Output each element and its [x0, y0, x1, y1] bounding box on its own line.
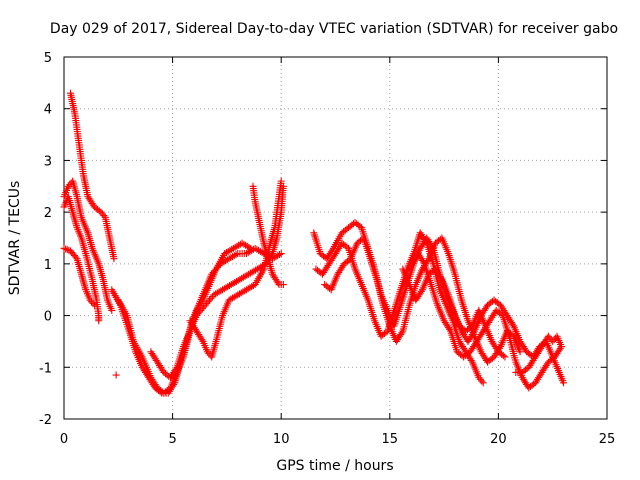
axis-ticks: 0 5 10 15 20 25 -2 -1 0 1 2 3 4 5: [39, 51, 615, 447]
data-point: [112, 371, 120, 379]
data-point: [198, 305, 206, 313]
data-point: [245, 243, 253, 251]
data-point: [476, 375, 484, 383]
data-point: [192, 312, 200, 320]
data-point: [495, 344, 503, 352]
data-point: [247, 244, 255, 252]
data-point: [501, 353, 509, 361]
data-point: [203, 300, 211, 308]
data-point: [469, 329, 477, 337]
series-arc2: [60, 177, 116, 314]
y-tick-label: 3: [44, 154, 52, 169]
data-point: [398, 329, 406, 337]
data-point: [195, 308, 203, 316]
data-point: [206, 296, 214, 304]
data-point: [549, 337, 557, 345]
data-point: [557, 343, 565, 351]
data-point: [499, 352, 507, 360]
data-point: [89, 300, 97, 308]
data-point: [479, 379, 487, 387]
y-tick-label: -1: [39, 361, 52, 376]
data-point: [419, 258, 427, 266]
y-tick-label: -2: [39, 413, 52, 428]
data-point: [97, 208, 105, 216]
data-point: [446, 325, 454, 333]
y-tick-label: 2: [44, 206, 52, 221]
x-tick-label: 15: [382, 432, 399, 447]
series-singles: [112, 371, 120, 379]
data-point: [550, 336, 558, 344]
data-point: [100, 212, 108, 220]
data-point: [63, 246, 71, 254]
series-arc3: [60, 193, 103, 325]
data-point: [437, 274, 445, 282]
data-point: [198, 336, 206, 344]
data-point: [277, 250, 285, 258]
data-point: [467, 356, 475, 364]
series-arc12: [321, 234, 524, 366]
y-tick-label: 1: [44, 258, 52, 273]
data-point: [194, 310, 202, 318]
data-point: [110, 255, 118, 263]
series-arc15: [512, 332, 565, 376]
x-tick-label: 10: [273, 432, 290, 447]
data-point: [275, 251, 283, 259]
plot-frame: [63, 56, 608, 420]
y-tick-label: 4: [44, 103, 52, 118]
data-point: [279, 281, 287, 289]
data-point: [204, 298, 212, 306]
data-point: [198, 298, 206, 306]
data-point: [232, 251, 240, 259]
data-point: [509, 320, 517, 328]
series-arc14: [408, 250, 565, 392]
x-tick-label: 0: [60, 432, 68, 447]
data-point: [422, 237, 430, 245]
data-point: [108, 306, 116, 314]
x-tick-label: 20: [490, 432, 507, 447]
data-point: [172, 365, 180, 373]
series-arc6: [114, 239, 255, 397]
data-point: [95, 317, 103, 325]
data-point: [560, 379, 568, 387]
data-point: [516, 348, 524, 356]
x-axis-label: GPS time / hours: [276, 458, 393, 474]
data-point: [478, 377, 486, 385]
series-arc1: [67, 89, 118, 263]
grid: [64, 57, 607, 419]
data-point: [64, 182, 72, 190]
data-point: [88, 298, 96, 306]
y-tick-label: 5: [44, 51, 52, 66]
data-point: [201, 301, 209, 309]
data-point: [60, 244, 68, 252]
data-point: [417, 287, 425, 295]
series-arc9: [249, 182, 287, 289]
data-point: [277, 177, 285, 185]
data-point: [203, 348, 211, 356]
data-point: [200, 303, 208, 311]
chart-title: Day 029 of 2017, Sidereal Day-to-day VTE…: [50, 21, 618, 37]
y-axis-label: SDTVAR / TECUs: [7, 181, 23, 296]
data-point: [95, 207, 103, 215]
data-point: [98, 210, 106, 218]
data-point: [62, 245, 70, 253]
data-layer: [60, 89, 568, 397]
data-point: [475, 374, 483, 382]
series-arc4: [60, 244, 98, 309]
data-point: [544, 332, 552, 340]
data-point: [90, 301, 98, 309]
data-point: [274, 279, 282, 287]
y-tick-label: 0: [44, 310, 52, 325]
x-tick-label: 25: [599, 432, 616, 447]
series-arc7: [147, 182, 287, 382]
data-point: [197, 306, 205, 314]
data-point: [207, 294, 215, 302]
data-point: [86, 296, 94, 304]
x-tick-label: 5: [168, 432, 176, 447]
